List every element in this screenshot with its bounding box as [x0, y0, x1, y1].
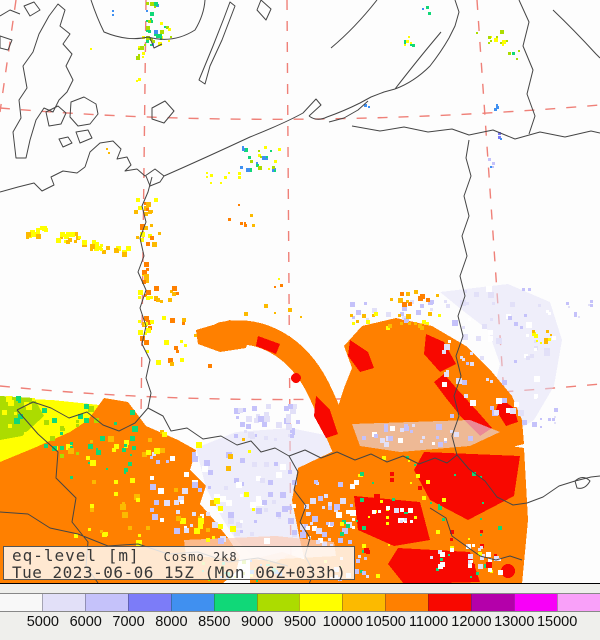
- red-blob-southeast-1: [414, 452, 520, 520]
- title-line-1: eq-level [m] Cosmo 2k8: [12, 548, 354, 565]
- legend-color-cell: [127, 594, 171, 611]
- legend-tick-label: 6000: [69, 614, 102, 630]
- legend-panel: 5000 6000 7000 8000 8500 9000 9500 10000 10500 11…: [0, 584, 600, 640]
- legend-tick-label: 8500: [198, 614, 231, 630]
- legend-tick-label: 15000: [536, 614, 578, 630]
- model-name: Cosmo 2k8: [163, 550, 238, 564]
- red-core-arc-1: [314, 396, 338, 438]
- legend-color-cell: [256, 594, 300, 611]
- legend-tick-label: 8000: [155, 614, 188, 630]
- color-scale-bar: [0, 593, 600, 612]
- country-borders: [0, 0, 600, 584]
- legend-color-cell: [213, 594, 257, 611]
- legend-color-cell: [385, 594, 429, 611]
- map-title-box: eq-level [m] Cosmo 2k8 Tue 2023-06-06 15Z…: [3, 546, 355, 582]
- red-core-east-1: [424, 334, 456, 372]
- legend-color-cell: [514, 594, 557, 611]
- legend-tick-label: 10500: [365, 614, 406, 630]
- map-svg: [0, 0, 600, 584]
- legend-tick-label: 5000: [26, 614, 59, 630]
- red-core-east-diagonal: [434, 374, 492, 436]
- legend-color-cell: [428, 594, 472, 611]
- legend-color-cell: [471, 594, 515, 611]
- legend-tick-label: 10000: [322, 614, 364, 630]
- legend-color-cell: [41, 594, 85, 611]
- legend-color-cell: [299, 594, 343, 611]
- red-disc-southeast: [501, 564, 515, 578]
- legend-tick-label: 11000: [408, 614, 449, 630]
- map-canvas: eq-level [m] Cosmo 2k8 Tue 2023-06-06 15Z…: [0, 0, 600, 584]
- red-core-arc-2: [348, 340, 374, 372]
- legend-tick-label: 9000: [241, 614, 274, 630]
- red-core-arc-3: [256, 336, 280, 354]
- product-name: eq-level [m]: [12, 546, 140, 565]
- legend-tick-label: 13000: [494, 614, 535, 630]
- red-blob-southeast-3: [388, 548, 480, 584]
- red-dot-arc: [291, 373, 301, 383]
- orange-mass-southwest: [0, 398, 240, 584]
- coastlines: [0, 0, 460, 193]
- legend-tick-label: 9500: [283, 614, 317, 630]
- legend-color-cell: [342, 594, 386, 611]
- legend-color-cell: [556, 594, 600, 611]
- map-frame-line: [0, 583, 600, 584]
- color-scale-labels: 5000 6000 7000 8000 8500 9000 9500 10000 10500 11…: [0, 614, 600, 634]
- legend-tick-label: 12000: [451, 614, 492, 630]
- legend-color-cell: [84, 594, 128, 611]
- data-field: [0, 2, 593, 584]
- national-boundaries: [0, 0, 600, 584]
- legend-color-cell: [170, 594, 214, 611]
- legend-tick-label: 7000: [112, 614, 145, 630]
- valid-time: Tue 2023-06-06 15Z (Mon 06Z+033h): [12, 563, 347, 582]
- legend-color-cell: [0, 594, 42, 611]
